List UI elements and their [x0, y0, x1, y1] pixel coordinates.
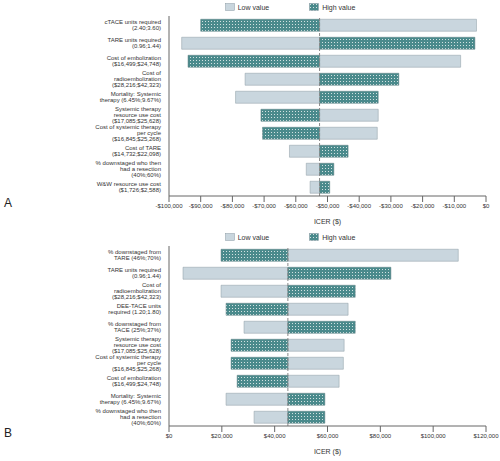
svg-text:$20,000: $20,000 [211, 433, 233, 439]
html-text:High value: High value [322, 233, 356, 241]
svg-text:W&W resource use cost($1,726;$: W&W resource use cost($1,726;$2,588) [97, 181, 162, 193]
svg-text:Cost ofradioembolization($28,2: Cost ofradioembolization($28,216;$42,323… [112, 282, 161, 300]
svg-text:$0: $0 [166, 433, 173, 439]
svg-text:Cost of systemic therapyper cy: Cost of systemic therapyper cycle($16,84… [95, 124, 161, 142]
svg-text:Cost ofradioembolization($28,2: Cost ofradioembolization($28,216;$42,323… [112, 70, 161, 88]
svg-text:$0: $0 [483, 203, 490, 209]
svg-text:$120,000: $120,000 [473, 433, 492, 439]
svg-text:DEE-TACE unitsrequired (1.20;1: DEE-TACE unitsrequired (1.20;1.80) [108, 303, 161, 315]
svg-text:Systemic therapyresource use c: Systemic therapyresource use cost($17,08… [112, 106, 161, 124]
html-text:Low value: Low value [237, 233, 270, 241]
svg-text:-$80,000: -$80,000 [221, 203, 245, 209]
svg-text:Systemic therapyresource use c: Systemic therapyresource use cost($17,08… [112, 336, 161, 354]
svg-text:Cost of TARE($14,732;$22,098): Cost of TARE($14,732;$22,098) [112, 145, 161, 157]
html-text:High value: High value [322, 3, 356, 11]
svg-text:-$20,000: -$20,000 [411, 203, 435, 209]
svg-text:-$100,000: -$100,000 [155, 203, 183, 209]
svg-text:-$30,000: -$30,000 [379, 203, 403, 209]
svg-text:ICER ($): ICER ($) [314, 218, 341, 226]
svg-text:$40,000: $40,000 [264, 433, 286, 439]
svg-text:Cost of embolization($16,499;$: Cost of embolization($16,499;$24,748) [107, 55, 161, 67]
svg-text:-$70,000: -$70,000 [252, 203, 276, 209]
svg-text:TARE units required(0.96;1.44): TARE units required(0.96;1.44) [107, 267, 161, 279]
svg-text:$100,000: $100,000 [421, 433, 447, 439]
svg-text:$80,000: $80,000 [369, 433, 391, 439]
svg-text:$60,000: $60,000 [317, 433, 339, 439]
svg-text:% downstaged who thenhad a res: % downstaged who thenhad a resection(40%… [96, 408, 161, 426]
svg-text:Mortality: Systemictherapy (6.: Mortality: Systemictherapy (6.45%;9.67%) [100, 393, 161, 405]
svg-text:-$10,000: -$10,000 [442, 203, 466, 209]
svg-text:Cost of embolization($16,499;$: Cost of embolization($16,499;$24,748) [107, 375, 161, 387]
svg-text:-$90,000: -$90,000 [189, 203, 213, 209]
svg-text:% downstaged fromTARE (46%;70%: % downstaged fromTARE (46%;70%) [108, 249, 161, 261]
svg-text:ICER ($): ICER ($) [314, 448, 341, 456]
svg-text:-$60,000: -$60,000 [284, 203, 308, 209]
svg-text:-$40,000: -$40,000 [347, 203, 371, 209]
html-text:Low value: Low value [237, 3, 270, 11]
html-text:A: A [4, 196, 12, 210]
svg-text:% downstaged who thenhad a res: % downstaged who thenhad a resection(40%… [96, 160, 161, 178]
svg-text:% downstaged fromTACE (25%;37%: % downstaged fromTACE (25%;37%) [108, 321, 161, 333]
svg-text:cTACE units required(2.40;3.60: cTACE units required(2.40;3.60) [104, 19, 161, 31]
html-text:B: B [4, 426, 12, 440]
svg-text:Mortality: Systemictherapy (6.: Mortality: Systemictherapy (6.45%;9.67%) [100, 91, 161, 103]
svg-text:-$50,000: -$50,000 [316, 203, 340, 209]
svg-text:TARE units required(0.96;1.44): TARE units required(0.96;1.44) [107, 37, 161, 49]
svg-text:Cost of systemic therapyper cy: Cost of systemic therapyper cycle($16,84… [95, 354, 161, 372]
